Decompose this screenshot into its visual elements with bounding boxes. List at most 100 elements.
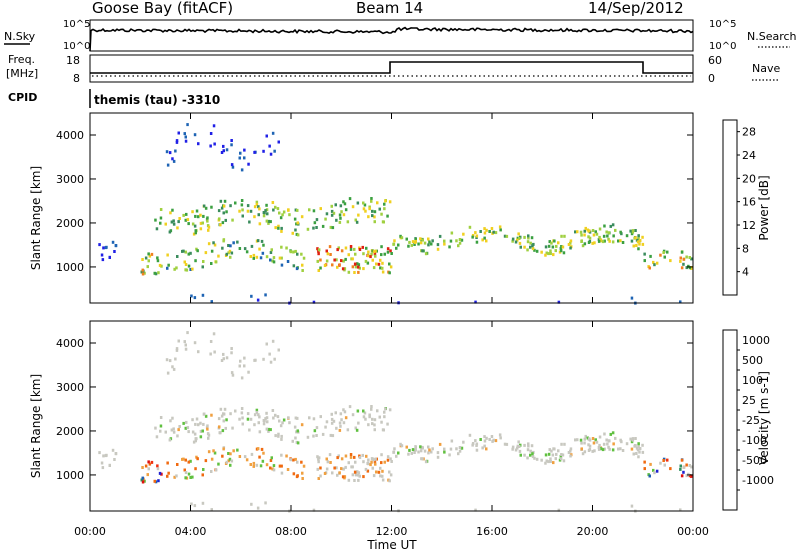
power-cell (222, 239, 225, 243)
power-cell (390, 252, 393, 255)
power-cell (361, 245, 364, 249)
velocity-cell (349, 455, 353, 459)
velocity-colorbar-label: Velocity [m s-1] (757, 371, 771, 465)
velocity-cell (141, 480, 145, 484)
velocity-cell (241, 422, 244, 426)
power-cell (170, 220, 174, 224)
velocity-cell (222, 447, 225, 451)
velocity-cell (669, 467, 672, 471)
power-cell (207, 228, 210, 232)
velocity-cell (629, 437, 632, 441)
velocity-cell (204, 414, 208, 418)
power-cell (629, 229, 632, 233)
power-cell (231, 165, 235, 169)
power-cell (282, 210, 286, 214)
power-cell (356, 201, 360, 205)
velocity-colorbar-tick-label: 25 (742, 394, 756, 407)
velocity-colorbar-tick-label: 500 (742, 354, 763, 367)
velocity-cell (225, 356, 229, 360)
velocity-cell (424, 460, 428, 464)
power-cell (296, 233, 300, 237)
power-cell (111, 240, 115, 244)
velocity-cell (176, 434, 179, 438)
velocity-cell (443, 447, 446, 451)
velocity-cell (287, 416, 290, 420)
velocity-cell (269, 466, 272, 470)
velocity-cell (381, 478, 385, 482)
velocity-cell (281, 421, 284, 425)
velocity-cell (358, 474, 361, 478)
velocity-cell (381, 469, 384, 473)
velocity-cell (505, 442, 509, 446)
velocity-cell (653, 471, 656, 475)
velocity-cell (293, 425, 297, 429)
velocity-cell (423, 449, 427, 453)
velocity-cell (206, 427, 209, 431)
velocity-cell (362, 409, 365, 413)
velocity-cell (243, 356, 246, 360)
power-cell (225, 252, 228, 256)
velocity-cell (343, 410, 347, 414)
power-cell (229, 244, 232, 248)
velocity-cell (295, 430, 298, 434)
power-cell (255, 202, 259, 206)
power-cell (374, 249, 377, 253)
power-cell (340, 259, 343, 263)
power-cell (526, 248, 529, 252)
power-cell (221, 221, 225, 225)
velocity-cell (557, 449, 560, 453)
velocity-cell (655, 469, 659, 473)
velocity-cell (255, 408, 259, 412)
power-cell (295, 232, 299, 236)
power-cell (519, 245, 522, 249)
power-cell (362, 252, 365, 256)
velocity-cell (169, 419, 172, 423)
velocity-cell (231, 426, 234, 430)
power-cell (301, 263, 304, 267)
velocity-cell (187, 460, 190, 464)
velocity-cell (580, 441, 583, 445)
velocity-cell (280, 434, 283, 438)
velocity-cell (220, 414, 224, 418)
velocity-cell (312, 417, 316, 421)
velocity-cell (291, 439, 294, 443)
power-cell (270, 248, 273, 252)
velocity-cell (379, 474, 382, 478)
power-cell (146, 265, 149, 269)
velocity-cell (324, 425, 327, 429)
power-cell (603, 224, 606, 228)
power-cell (291, 231, 294, 235)
power-cell (638, 239, 642, 242)
velocity-cell (666, 458, 669, 462)
power-cell (353, 271, 356, 274)
power-cell (194, 259, 197, 263)
velocity-cell (364, 417, 367, 421)
velocity-cell (380, 461, 383, 465)
power-cell (591, 229, 595, 232)
velocity-cell (602, 442, 606, 446)
velocity-cell (249, 417, 253, 421)
velocity-cell (344, 416, 348, 420)
velocity-cell (336, 456, 339, 460)
power-cell (185, 212, 188, 216)
power-cell (630, 232, 634, 236)
power-cell (614, 228, 617, 232)
x-tick-label: 00:00 (677, 525, 709, 538)
power-cell (317, 252, 320, 256)
power-cell (631, 229, 635, 233)
power-cell (260, 239, 264, 243)
power-cell (207, 242, 211, 246)
power-cell (257, 205, 260, 209)
velocity-cell (267, 429, 270, 433)
velocity-cell (269, 360, 273, 364)
power-cell (413, 243, 416, 246)
velocity-cell (557, 508, 561, 512)
power-cell (547, 244, 551, 248)
power-cell (199, 227, 203, 231)
power-cell (319, 207, 322, 211)
velocity-cell (371, 457, 374, 461)
power-cell (252, 253, 256, 257)
velocity-cell (338, 471, 341, 475)
velocity-cell (232, 449, 235, 453)
power-cell (612, 234, 615, 238)
